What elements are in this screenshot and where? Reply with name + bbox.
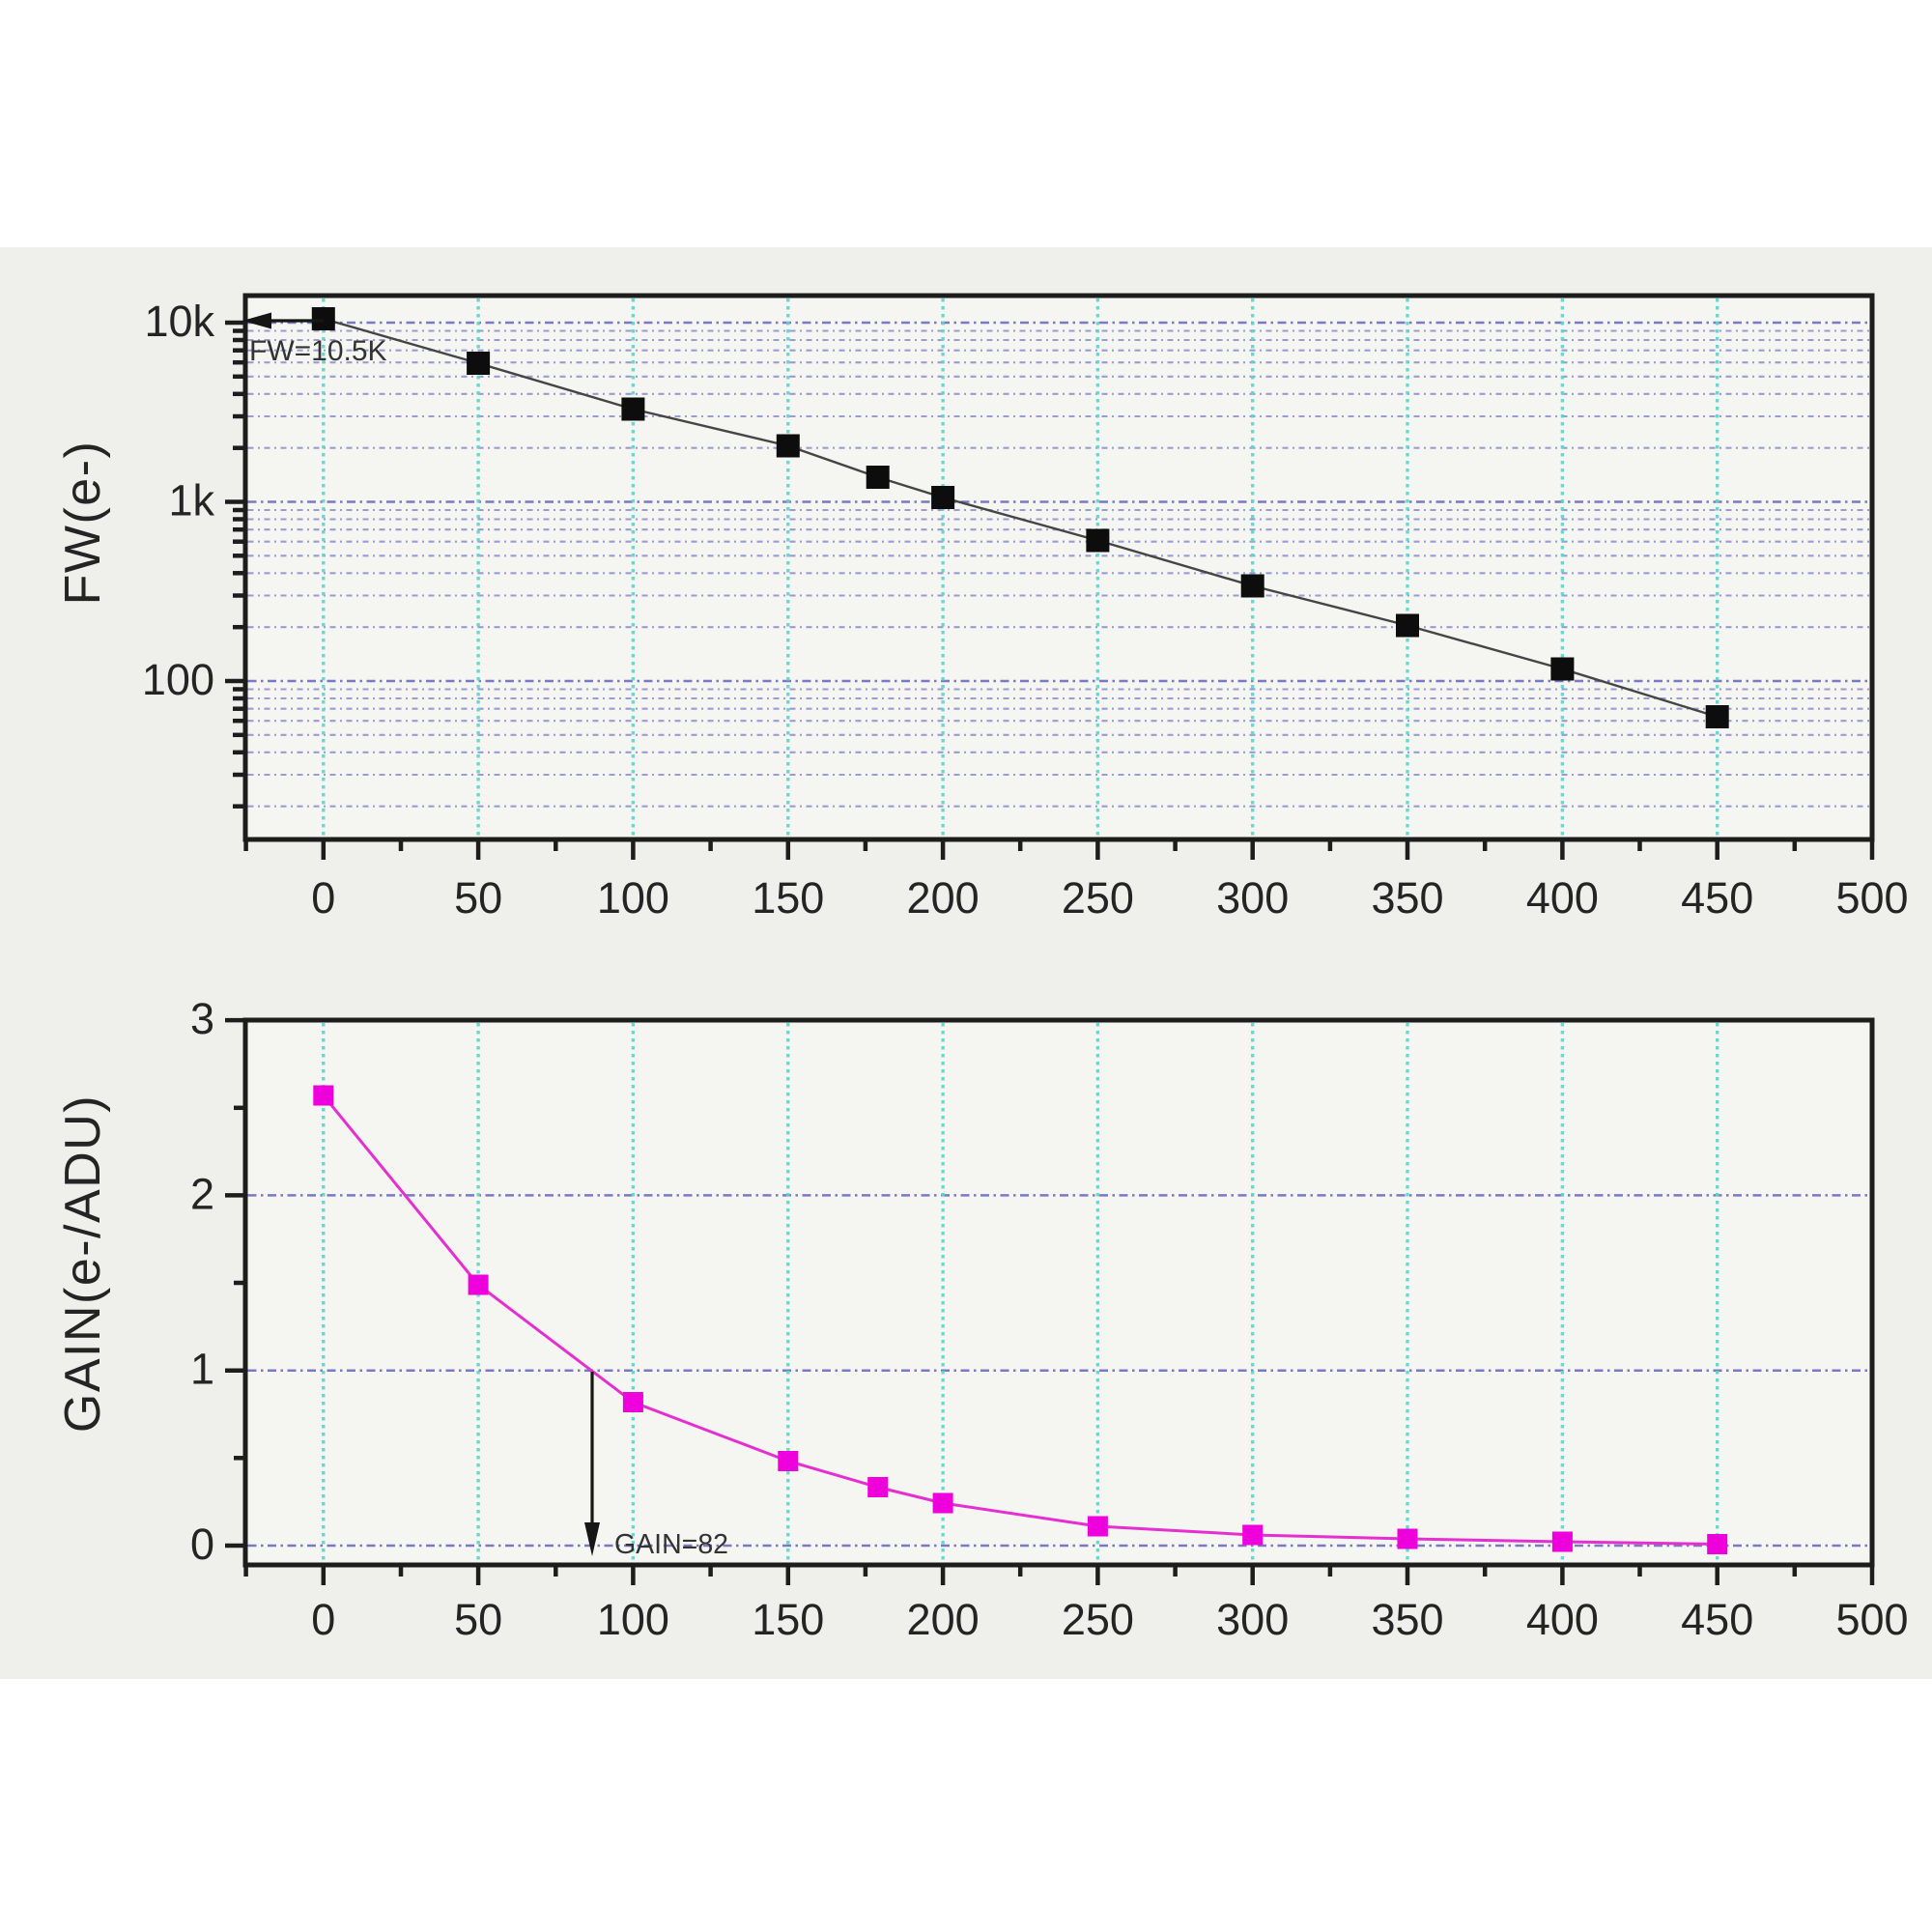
svg-text:100: 100 (142, 655, 214, 704)
svg-text:2: 2 (190, 1169, 214, 1218)
svg-text:FW(e-): FW(e-) (55, 440, 111, 606)
svg-text:50: 50 (454, 1595, 502, 1644)
svg-text:500: 500 (1835, 873, 1908, 923)
svg-text:250: 250 (1062, 1595, 1134, 1644)
svg-text:1k: 1k (168, 476, 214, 526)
svg-text:400: 400 (1526, 873, 1599, 923)
svg-text:200: 200 (907, 1595, 980, 1644)
svg-text:300: 300 (1216, 1595, 1289, 1644)
svg-text:100: 100 (597, 873, 669, 923)
svg-text:0: 0 (190, 1520, 214, 1569)
svg-text:250: 250 (1062, 873, 1134, 923)
svg-text:350: 350 (1371, 1595, 1443, 1644)
svg-text:0: 0 (311, 873, 335, 923)
svg-text:FW=10.5K: FW=10.5K (249, 335, 387, 367)
svg-text:450: 450 (1681, 1595, 1753, 1644)
svg-text:50: 50 (454, 873, 502, 923)
svg-text:450: 450 (1681, 873, 1753, 923)
svg-text:1: 1 (190, 1345, 214, 1394)
svg-text:300: 300 (1216, 873, 1289, 923)
svg-text:GAIN(e-/ADU): GAIN(e-/ADU) (55, 1094, 111, 1433)
svg-text:500: 500 (1835, 1595, 1908, 1644)
svg-text:3: 3 (190, 994, 214, 1043)
svg-text:100: 100 (597, 1595, 669, 1644)
svg-text:150: 150 (752, 1595, 824, 1644)
svg-text:GAIN=82: GAIN=82 (614, 1529, 728, 1560)
svg-text:200: 200 (907, 873, 980, 923)
svg-text:10k: 10k (144, 297, 214, 346)
svg-text:400: 400 (1526, 1595, 1599, 1644)
svg-text:350: 350 (1371, 873, 1443, 923)
svg-text:150: 150 (752, 873, 824, 923)
svg-text:0: 0 (311, 1595, 335, 1644)
